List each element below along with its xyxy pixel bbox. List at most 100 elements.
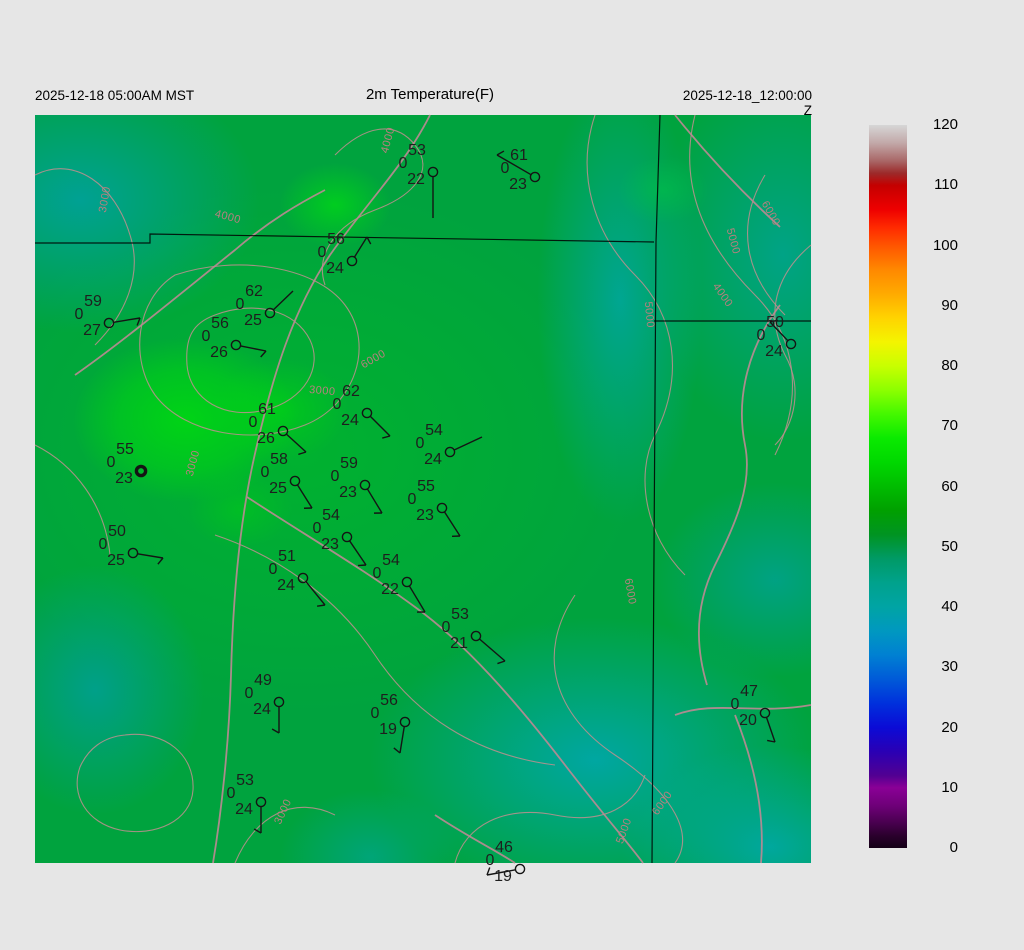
station-circle (264, 307, 276, 319)
colorbar-tick-label: 20 (941, 718, 958, 736)
contour-elevation-label: 6000 (759, 199, 783, 228)
station-dewpoint: 24 (235, 801, 253, 818)
contour-elevation-label: 5000 (724, 227, 742, 256)
station-aux-value: 0 (269, 561, 278, 578)
colorbar-tick-label: 120 (932, 116, 958, 133)
station-aux-value: 0 (249, 414, 258, 431)
station-dewpoint: 23 (509, 176, 527, 193)
contour-elevation-label: 3000 (184, 449, 202, 478)
contour-lines (34, 114, 812, 864)
contour-elevation-label: 6000 (650, 789, 675, 818)
station-dewpoint: 26 (257, 430, 275, 447)
station-circle (785, 338, 797, 350)
station-dewpoint: 24 (765, 343, 783, 360)
station-circle (341, 531, 353, 543)
station-aux-value: 0 (486, 852, 495, 869)
colorbar-tick-label: 70 (941, 417, 958, 435)
station-temperature: 54 (382, 552, 400, 569)
wind-barb (296, 484, 313, 509)
station-aux-value: 0 (227, 785, 236, 802)
station-circle (359, 479, 371, 491)
station-dewpoint: 24 (341, 412, 359, 429)
wind-barb-tick (366, 236, 372, 245)
wind-barb (765, 717, 776, 743)
road-lines (74, 114, 812, 864)
wind-barb-tick (769, 319, 778, 323)
wind-barb-tick (382, 435, 391, 439)
station-dewpoint: 24 (424, 451, 442, 468)
wind-barb-tick (393, 747, 401, 754)
wind-barb (486, 869, 516, 876)
colorbar-tick-label: 30 (941, 658, 958, 676)
colorbar-tick-label: 40 (941, 598, 958, 615)
station-circle (361, 407, 373, 419)
station-aux-value: 0 (371, 705, 380, 722)
station-temperature: 62 (342, 383, 360, 400)
station-dewpoint: 24 (326, 260, 344, 277)
station-aux-value: 0 (313, 520, 322, 537)
station-circle (346, 255, 358, 267)
station-temperature: 50 (766, 314, 784, 331)
colorbar-tick-label: 60 (941, 477, 958, 495)
temperature-map: 53 0 22 61 0 23 56 0 24 62 0 25 56 0 26 59 0 27 50 0 24 62 0 24… (34, 114, 812, 885)
station-dewpoint: 25 (107, 552, 125, 569)
contour-elevation-label: 3000 (97, 185, 113, 213)
wind-barb (240, 345, 267, 352)
station-temperature: 61 (510, 147, 528, 164)
station-dewpoint: 23 (416, 507, 434, 524)
station-temperature: 46 (495, 839, 513, 856)
contour-elevation-label: 4000 (710, 281, 735, 310)
station-dewpoint: 22 (407, 171, 425, 188)
station-aux-value: 0 (399, 155, 408, 172)
station-dewpoint: 20 (739, 712, 757, 729)
station-dewpoint: 26 (210, 344, 228, 361)
wind-barb (137, 553, 164, 559)
wind-barb (369, 415, 391, 437)
colorbar-tick-label: 90 (941, 296, 958, 314)
station-aux-value: 0 (373, 565, 382, 582)
station-aux-value: 0 (202, 328, 211, 345)
wind-barb (496, 154, 532, 176)
station-dewpoint: 25 (269, 480, 287, 497)
wind-barb-tick (298, 451, 307, 456)
station-temperature: 49 (254, 672, 272, 689)
station-temperature: 55 (417, 478, 435, 495)
station-circle (277, 425, 289, 437)
valid-time-utc: 2025-12-18_12:00:00 Z (682, 88, 812, 118)
station-temperature: 53 (408, 142, 426, 159)
station-temperature: 54 (425, 422, 443, 439)
station-dewpoint: 25 (244, 312, 262, 329)
colorbar-tick-label: 50 (941, 537, 958, 555)
wind-barb-tick (767, 739, 776, 743)
station-dewpoint: 22 (381, 581, 399, 598)
valid-time-local: 2025-12-18 05:00AM MST (35, 88, 195, 103)
station-circle (514, 863, 526, 875)
contour-elevation-label: 5000 (642, 301, 656, 328)
station-dewpoint: 19 (494, 868, 512, 885)
station-aux-value: 0 (99, 536, 108, 553)
station-aux-value: 0 (731, 696, 740, 713)
wind-barb (453, 436, 483, 451)
station-aux-value: 0 (245, 685, 254, 702)
station-aux-value: 0 (442, 619, 451, 636)
wind-barb (272, 290, 294, 311)
station-circle (103, 317, 115, 329)
